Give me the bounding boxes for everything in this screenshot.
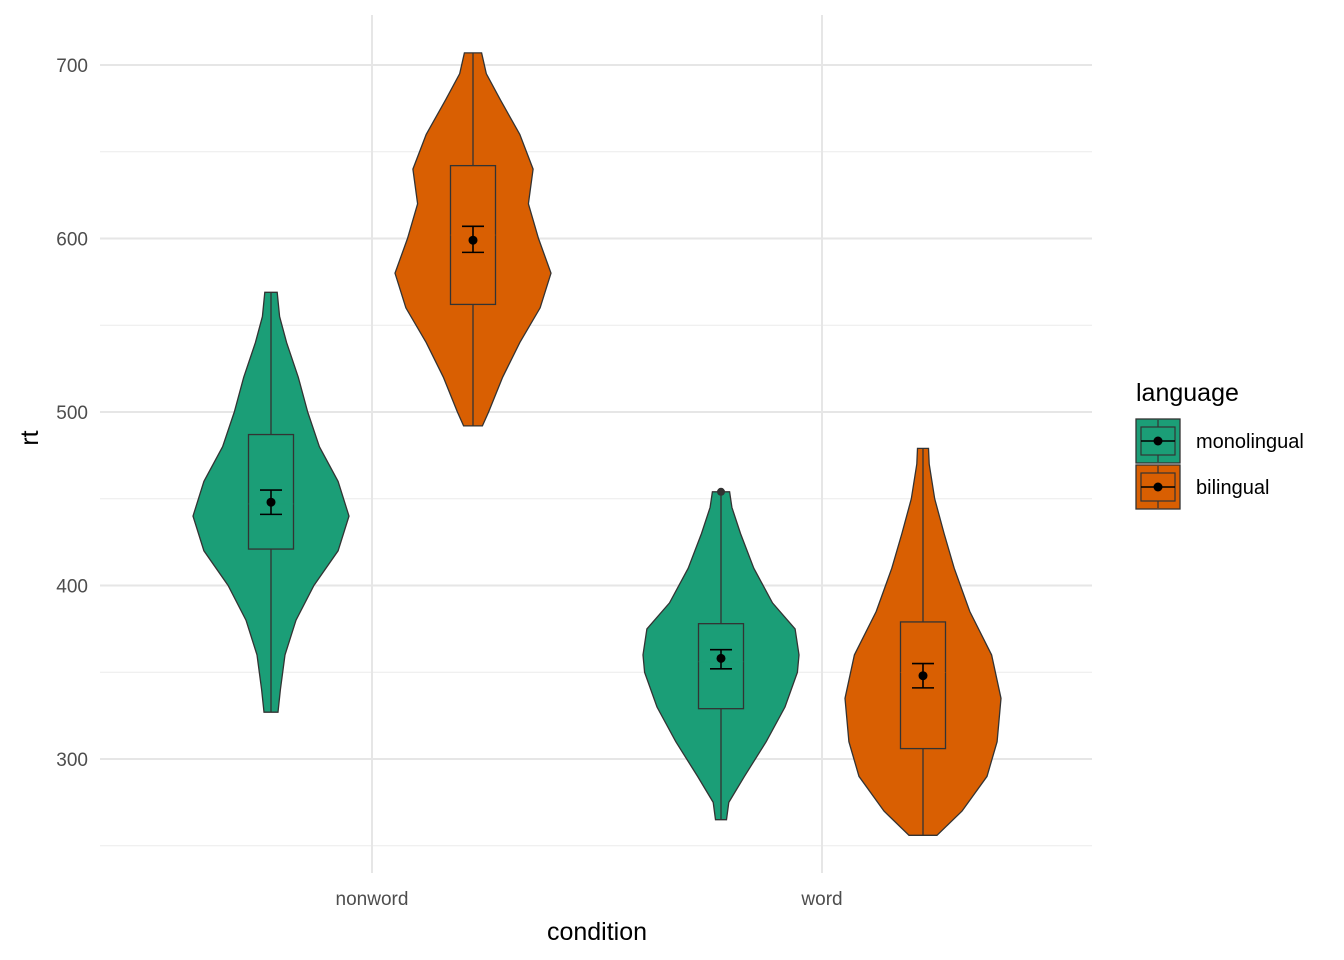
mean-point: [918, 671, 928, 681]
y-tick-label: 500: [56, 403, 88, 424]
x-axis-tick-labels: nonword word: [336, 889, 843, 910]
y-tick-label: 600: [56, 230, 88, 251]
legend-label: monolingual: [1196, 431, 1304, 453]
x-axis-title: condition: [547, 918, 647, 946]
violin-layer: [192, 52, 1002, 836]
mean-point: [716, 653, 726, 663]
x-tick-label: word: [800, 889, 842, 910]
legend-label: bilingual: [1196, 477, 1269, 499]
legend-key-monolingual: [1135, 418, 1181, 464]
legend-key-point: [1153, 436, 1163, 446]
mean-point: [468, 235, 478, 245]
y-tick-label: 700: [56, 56, 88, 77]
boxplot-layer: [247, 52, 947, 836]
legend: language monolingual bilingual: [1135, 379, 1304, 510]
y-axis-title: rt: [16, 430, 44, 445]
y-tick-label: 400: [56, 577, 88, 598]
legend-key-bilingual: [1135, 464, 1181, 510]
y-tick-label: 300: [56, 750, 88, 771]
y-axis-tick-labels: 300 400 500 600 700: [56, 56, 88, 771]
outlier-point: [717, 487, 725, 496]
legend-key-point: [1153, 482, 1163, 492]
x-tick-label: nonword: [336, 889, 409, 910]
mean-ci-layer: [260, 225, 934, 689]
legend-title: language: [1136, 379, 1239, 407]
mean-point: [266, 497, 276, 507]
